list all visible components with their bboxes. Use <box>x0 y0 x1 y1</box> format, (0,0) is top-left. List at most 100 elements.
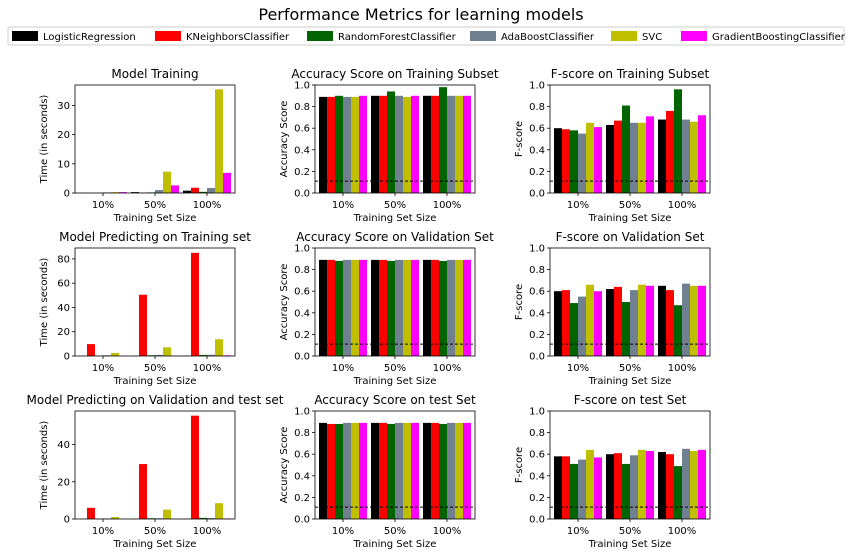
bar <box>371 259 379 356</box>
chart-title: Model Predicting on Validation and test … <box>27 393 284 407</box>
bar <box>698 449 706 519</box>
y-tick-label: 0.0 <box>529 189 545 200</box>
y-tick-label: 0.2 <box>294 167 310 178</box>
y-axis-label: Accuracy Score <box>279 101 290 178</box>
bar <box>606 289 614 356</box>
y-tick-label: 20 <box>57 130 70 141</box>
bar <box>594 291 602 356</box>
x-tick-label: 10% <box>92 363 114 374</box>
bar <box>630 122 638 193</box>
y-tick-label: 0.0 <box>529 352 545 363</box>
x-tick-label: 10% <box>567 363 589 374</box>
bar <box>646 285 654 356</box>
bar <box>351 96 359 193</box>
bar <box>379 95 387 193</box>
bar <box>586 284 594 356</box>
bar <box>586 449 594 519</box>
chart-panel-2: 0.0 0.2 0.4 0.6 0.8 1.0 10% 50% 100% Accuracy Sco… <box>279 67 499 224</box>
y-tick-label: 0.0 <box>294 515 310 526</box>
bar <box>111 192 119 193</box>
bar <box>630 455 638 519</box>
axes-frame <box>74 247 236 357</box>
bar <box>215 339 223 356</box>
legend-swatch <box>611 31 637 41</box>
bar <box>554 456 562 519</box>
x-axis-label: Training Set Size <box>113 539 197 550</box>
x-axis-label: Training Set Size <box>353 376 437 387</box>
bar <box>183 190 191 193</box>
bar <box>554 128 562 193</box>
bar <box>562 129 570 193</box>
bar <box>163 171 171 193</box>
legend: LogisticRegression KNeighborsClassifier Ra… <box>7 26 846 46</box>
bar <box>215 89 223 193</box>
legend-swatch <box>155 31 181 41</box>
bar <box>335 423 343 519</box>
chart-title: F-score on Validation Set <box>556 230 705 244</box>
x-axis-label: Training Set Size <box>588 376 672 387</box>
legend-swatch <box>12 31 38 41</box>
bar <box>658 119 666 193</box>
y-axis-label: F-score <box>514 284 525 320</box>
y-tick-label: 1.0 <box>529 407 545 418</box>
legend-label: GradientBoostingClassifier <box>712 32 846 43</box>
bar <box>199 354 207 356</box>
y-axis-label: Accuracy Score <box>279 427 290 504</box>
x-axis-label: Training Set Size <box>588 213 672 224</box>
y-axis-label: Time (in seconds) <box>39 258 50 348</box>
bar <box>674 305 682 356</box>
bar <box>411 259 419 356</box>
bar <box>387 423 395 519</box>
bar <box>562 290 570 356</box>
bar <box>207 188 215 193</box>
y-tick-label: 0.6 <box>529 124 545 135</box>
bar <box>586 122 594 193</box>
y-tick-label: 0.4 <box>294 145 310 156</box>
bar <box>439 423 447 519</box>
y-tick-label: 40 <box>57 440 70 451</box>
legend-swatch <box>470 31 496 41</box>
y-tick-label: 0.8 <box>294 102 310 113</box>
x-tick-label: 10% <box>92 526 114 537</box>
x-tick-label: 10% <box>332 200 354 211</box>
x-tick-label: 10% <box>567 526 589 537</box>
x-tick-label: 50% <box>144 200 166 211</box>
bar <box>191 252 199 356</box>
x-axis-label: Training Set Size <box>353 539 437 550</box>
y-tick-label: 1.0 <box>294 407 310 418</box>
chart-panel-9: 0.0 0.2 0.4 0.6 0.8 1.0 10% 50% 100% F-score on t… <box>514 393 711 550</box>
y-tick-label: 0.2 <box>529 167 545 178</box>
bar <box>119 192 127 193</box>
x-tick-label: 10% <box>332 363 354 374</box>
x-tick-label: 50% <box>384 363 406 374</box>
x-axis-label: Training Set Size <box>353 213 437 224</box>
chart-panel-3: 0.0 0.2 0.4 0.6 0.8 1.0 10% 50% 100% F-score on T… <box>514 67 711 224</box>
bar <box>606 124 614 193</box>
bar <box>379 422 387 519</box>
bar <box>131 192 139 193</box>
chart-title: F-score on Training Subset <box>551 67 710 81</box>
x-tick-label: 100% <box>193 200 222 211</box>
bar <box>395 259 403 356</box>
bar <box>379 259 387 356</box>
y-tick-label: 0.2 <box>294 330 310 341</box>
y-tick-label: 0.8 <box>529 428 545 439</box>
bar <box>570 130 578 193</box>
bar <box>594 127 602 193</box>
bar <box>455 422 463 519</box>
x-axis-label: Training Set Size <box>588 539 672 550</box>
bar <box>395 95 403 193</box>
x-tick-label: 100% <box>668 200 697 211</box>
x-tick-label: 50% <box>384 526 406 537</box>
bar <box>163 347 171 356</box>
y-tick-label: 0.4 <box>294 471 310 482</box>
chart-panel-1: 0 10 20 30 10% 50% 100% Model Training Training … <box>39 67 236 224</box>
y-tick-label: 0.8 <box>529 102 545 113</box>
y-axis-label: Accuracy Score <box>279 264 290 341</box>
bar <box>199 517 207 519</box>
bar <box>682 283 690 356</box>
bar <box>658 452 666 519</box>
bar <box>622 302 630 356</box>
bar <box>463 259 471 356</box>
